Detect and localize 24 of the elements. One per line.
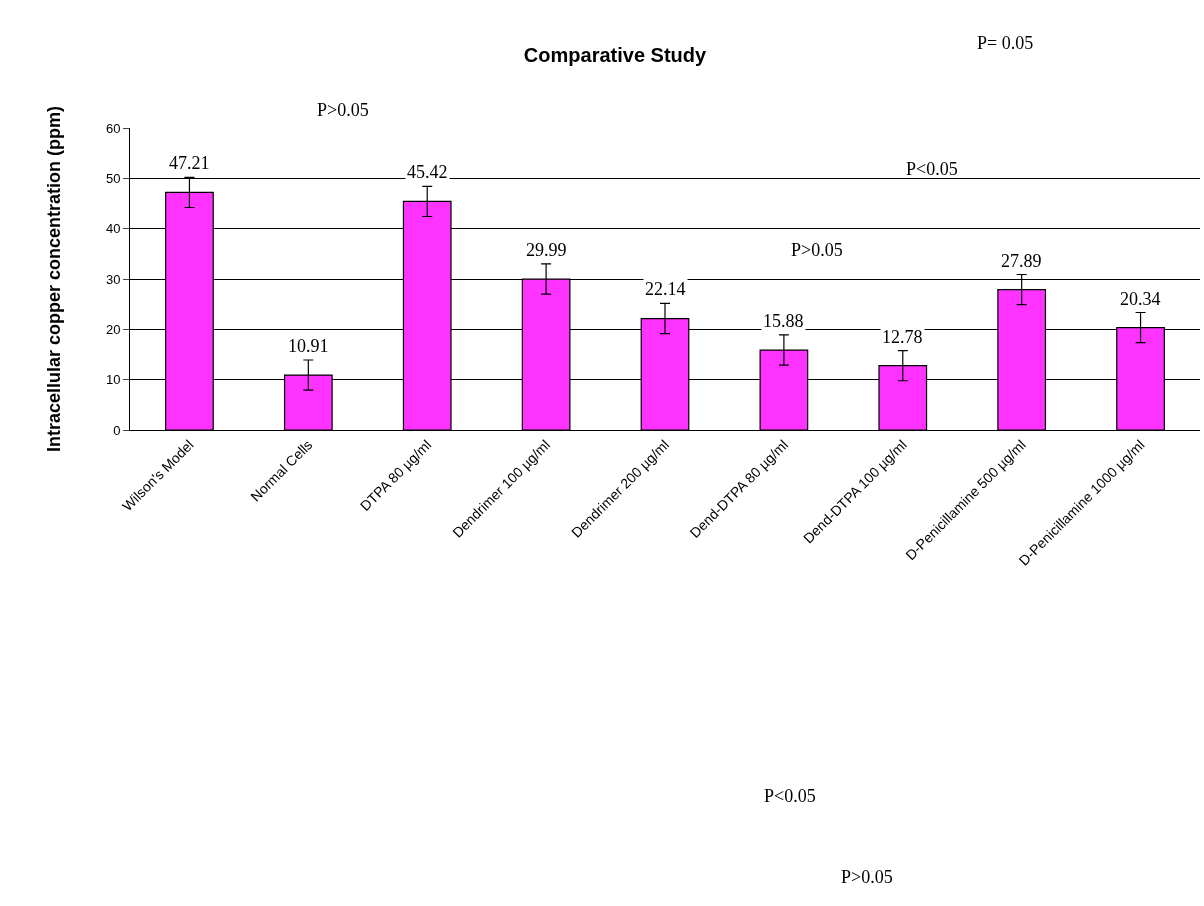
data-label: 27.89 [1001, 251, 1042, 271]
y-tick-label: 10 [105, 372, 121, 388]
y-tick-label: 60 [105, 120, 121, 136]
annotation: P>0.05 [791, 240, 843, 260]
data-label: 47.21 [169, 153, 210, 173]
data-label: 29.99 [526, 240, 567, 260]
data-label: 20.34 [1120, 289, 1161, 309]
y-tick-label: 30 [105, 271, 121, 287]
data-label: 15.88 [763, 311, 804, 331]
data-label: 10.91 [288, 336, 329, 356]
data-label: 45.42 [407, 162, 448, 182]
text: P= 0.05 [977, 33, 1034, 53]
y-tick-label: 20 [105, 321, 121, 337]
y-tick-label: 50 [105, 170, 121, 186]
text: P<0.05 [764, 786, 816, 806]
y-tick-label: 40 [105, 221, 121, 237]
data-label: 12.78 [882, 327, 923, 347]
y-axis-title: Intracellular copper concentration (ppm) [44, 105, 65, 453]
data-label: 22.14 [645, 279, 686, 299]
chart-title: Comparative Study [523, 44, 708, 66]
annotation: P<0.05 [906, 159, 958, 179]
text: P>0.05 [317, 100, 369, 120]
text: P>0.05 [841, 867, 893, 887]
y-tick-label: 0 [113, 422, 121, 438]
